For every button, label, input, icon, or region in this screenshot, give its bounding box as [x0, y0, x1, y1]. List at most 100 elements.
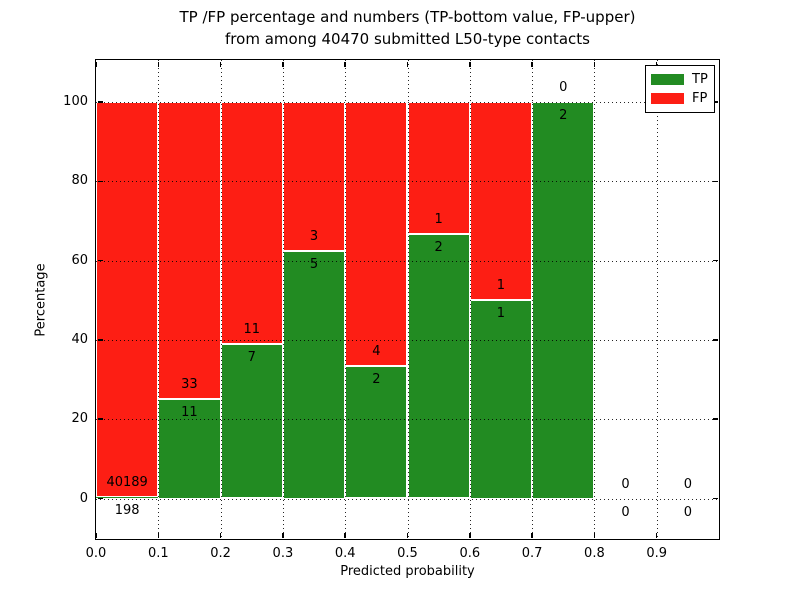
y-axis-label: Percentage — [33, 263, 49, 337]
vertical-gridline — [469, 60, 471, 539]
vertical-gridline — [594, 60, 596, 539]
x-tick-mark-top — [655, 61, 658, 67]
y-tick-label: 80 — [71, 173, 88, 189]
x-tick-mark-top — [406, 61, 409, 67]
y-tick-mark — [97, 339, 103, 341]
y-tick-mark-right — [712, 418, 718, 420]
x-tick-label: 0.5 — [397, 546, 418, 561]
tp-count-label: 11 — [181, 405, 198, 421]
x-tick-mark-top — [469, 61, 471, 67]
fp-count-label: 40189 — [106, 474, 148, 490]
y-tick-mark-right — [712, 259, 718, 262]
y-tick-mark-right — [712, 339, 718, 341]
y-tick-mark-right — [712, 101, 718, 103]
bar-segment-fp — [220, 102, 283, 345]
legend: TP FP — [645, 65, 715, 113]
y-tick-mark — [97, 497, 103, 500]
bar-segment-fp — [158, 102, 221, 400]
fp-count-label: 3 — [309, 228, 319, 244]
x-tick-mark-top — [157, 61, 160, 67]
fp-count-label: 4 — [372, 344, 381, 360]
vertical-gridline — [345, 60, 347, 539]
vertical-gridline — [282, 60, 284, 539]
fp-count-label: 0 — [683, 476, 692, 492]
y-tick-mark — [97, 259, 103, 262]
x-tick-mark — [406, 532, 409, 538]
x-tick-mark-top — [95, 61, 97, 67]
x-tick-mark-top — [531, 61, 533, 67]
legend-label-fp: FP — [692, 91, 708, 106]
bar-segment-tp — [220, 344, 283, 499]
x-tick-label: 0.2 — [210, 546, 231, 561]
x-tick-mark — [282, 532, 284, 538]
y-tick-label: 100 — [63, 94, 88, 109]
bar-segment-tp — [532, 102, 595, 499]
x-tick-mark-top — [219, 61, 222, 67]
x-tick-mark — [469, 532, 471, 538]
fp-count-label: 0 — [621, 476, 630, 492]
bar-segment-tp — [158, 399, 221, 499]
y-tick-label: 20 — [71, 411, 88, 427]
x-tick-mark-top — [282, 61, 284, 67]
fp-count-label: 33 — [181, 377, 198, 393]
x-tick-mark — [95, 532, 97, 538]
chart-title-line1: TP /FP percentage and numbers (TP-bottom… — [179, 8, 636, 26]
tp-count-label: 5 — [309, 256, 319, 272]
x-axis-label: Predicted probability — [340, 564, 475, 579]
bar-segment-tp — [407, 234, 470, 499]
tp-count-label: 198 — [114, 502, 140, 518]
y-tick-mark — [97, 101, 103, 103]
x-tick-label: 0.3 — [272, 546, 294, 561]
bar-segment-fp — [345, 102, 408, 367]
x-tick-mark — [655, 532, 658, 538]
x-tick-mark — [593, 532, 596, 538]
y-tick-label: 60 — [71, 252, 88, 268]
fp-count-label: 1 — [496, 278, 506, 294]
chart-title-line2: from among 40470 submitted L50-type cont… — [225, 30, 590, 48]
legend-item-tp: TP — [646, 70, 714, 89]
fp-count-label: 0 — [559, 80, 568, 95]
x-tick-label: 0.7 — [521, 546, 543, 561]
x-tick-label: 0.4 — [334, 546, 356, 561]
x-tick-label: 0.0 — [85, 546, 107, 561]
y-tick-mark-right — [712, 180, 718, 183]
fp-count-label: 1 — [434, 212, 443, 228]
x-tick-mark — [344, 532, 346, 538]
vertical-gridline — [532, 60, 534, 539]
bar-segment-fp — [469, 102, 533, 301]
bar-segment-tp — [282, 250, 346, 499]
x-tick-mark — [157, 532, 160, 538]
bar-segment-fp — [96, 102, 159, 497]
tp-count-label: 2 — [559, 108, 568, 123]
bar-segment-tp — [96, 496, 159, 499]
y-tick-label: 0 — [79, 490, 88, 506]
x-tick-label: 0.1 — [147, 546, 169, 561]
tp-swatch-icon — [651, 74, 684, 85]
tp-count-label: 2 — [372, 372, 381, 388]
legend-label-tp: TP — [692, 72, 708, 87]
tp-count-label: 7 — [247, 350, 256, 366]
x-tick-label: 0.8 — [584, 546, 605, 561]
vertical-gridline — [407, 60, 409, 539]
bar-segment-tp — [469, 300, 533, 499]
y-tick-mark — [97, 418, 103, 420]
tp-count-label: 1 — [496, 306, 506, 322]
tp-count-label: 0 — [621, 504, 630, 520]
tp-count-label: 2 — [434, 240, 443, 256]
x-tick-label: 0.6 — [459, 546, 481, 561]
vertical-gridline — [220, 60, 222, 539]
fp-swatch-icon — [651, 93, 684, 104]
y-tick-mark — [97, 180, 103, 183]
tp-count-label: 0 — [683, 504, 692, 520]
x-tick-mark-top — [593, 61, 596, 67]
legend-item-fp: FP — [646, 89, 714, 108]
vertical-gridline — [158, 60, 160, 539]
x-tick-mark — [219, 532, 222, 538]
x-tick-mark — [531, 532, 533, 538]
fp-count-label: 11 — [243, 322, 261, 338]
vertical-gridline — [656, 60, 658, 539]
y-tick-label: 40 — [71, 331, 88, 347]
x-tick-mark-top — [344, 61, 346, 67]
chart-title: TP /FP percentage and numbers (TP-bottom… — [96, 6, 719, 50]
